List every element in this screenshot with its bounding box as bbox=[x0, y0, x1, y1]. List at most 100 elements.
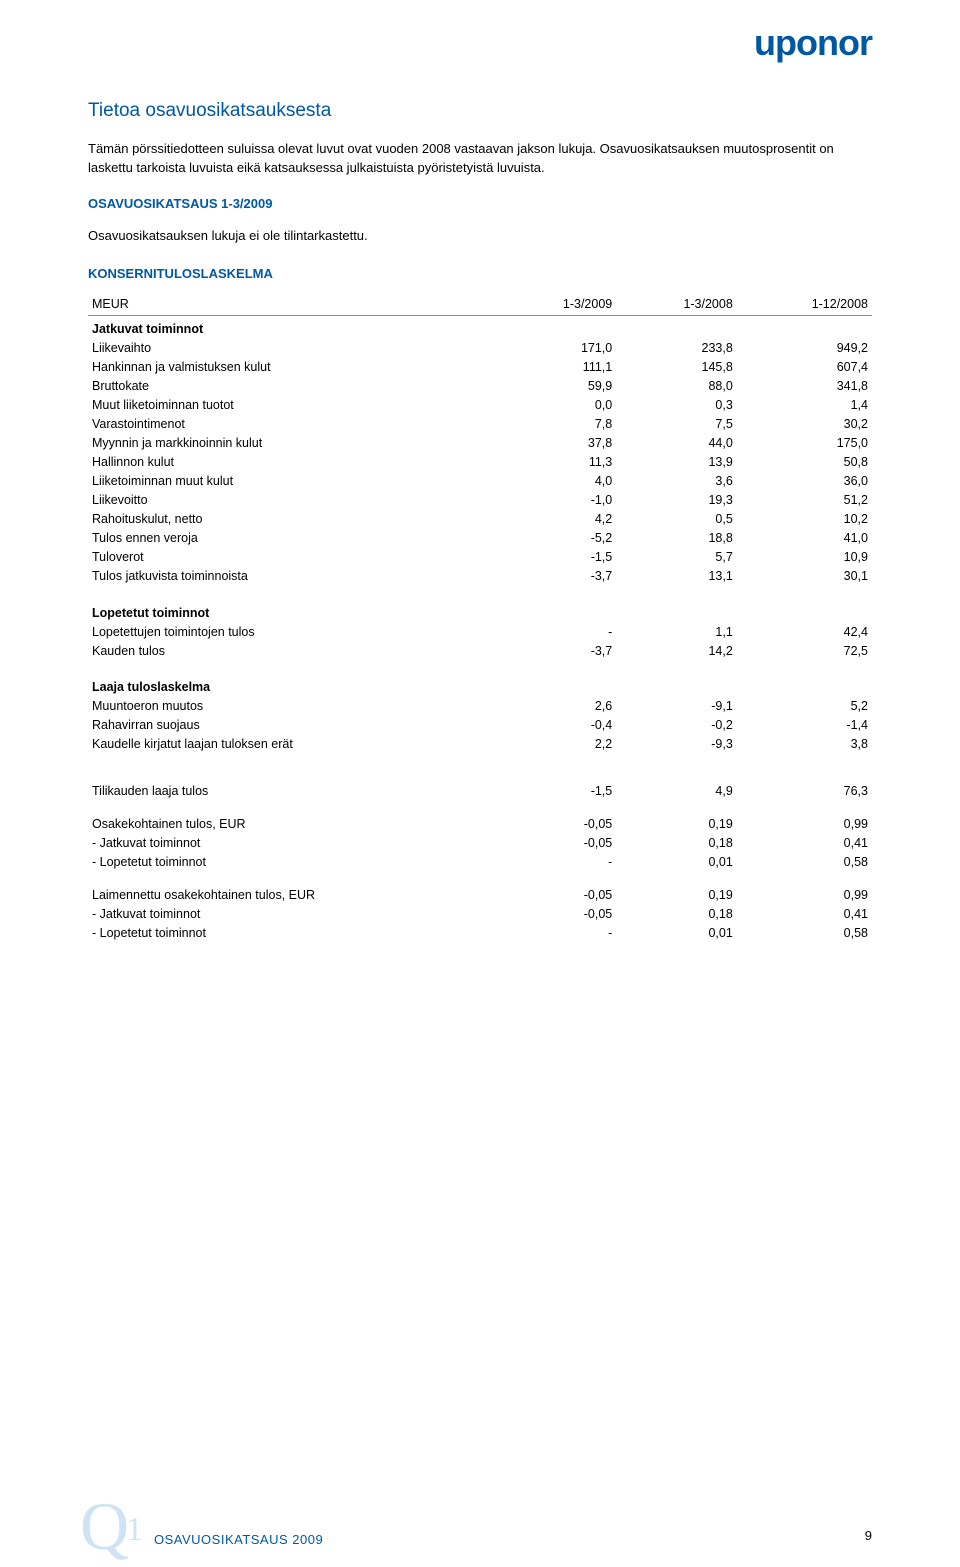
row-value: 76,3 bbox=[737, 782, 872, 801]
col-2: 1-3/2008 bbox=[616, 295, 737, 316]
row-value: 13,1 bbox=[616, 567, 737, 586]
row-value: 72,5 bbox=[737, 641, 872, 660]
row-value: 18,8 bbox=[616, 529, 737, 548]
row-value: 37,8 bbox=[496, 434, 617, 453]
table-section-title: Jatkuvat toiminnot bbox=[88, 316, 872, 339]
table-row: Rahoituskulut, netto4,20,510,2 bbox=[88, 510, 872, 529]
row-value: 42,4 bbox=[737, 622, 872, 641]
row-value: 50,8 bbox=[737, 453, 872, 472]
row-value: -0,05 bbox=[496, 886, 617, 905]
row-label: Hallinnon kulut bbox=[88, 453, 496, 472]
row-label: Tilikauden laaja tulos bbox=[88, 782, 496, 801]
table-row: Muuntoeron muutos2,6-9,15,2 bbox=[88, 697, 872, 716]
row-value: 7,8 bbox=[496, 415, 617, 434]
row-value: 175,0 bbox=[737, 434, 872, 453]
row-value: 0,3 bbox=[616, 396, 737, 415]
row-value: - bbox=[496, 924, 617, 943]
table-row: Lopetettujen toimintojen tulos-1,142,4 bbox=[88, 622, 872, 641]
row-value: 2,2 bbox=[496, 735, 617, 754]
row-label: Tuloverot bbox=[88, 548, 496, 567]
income-statement-table: MEUR 1-3/2009 1-3/2008 1-12/2008 Jatkuva… bbox=[88, 295, 872, 943]
row-value: 88,0 bbox=[616, 377, 737, 396]
table-spacer bbox=[88, 586, 872, 600]
table-spacer bbox=[88, 754, 872, 768]
row-value: 949,2 bbox=[737, 339, 872, 358]
table-spacer bbox=[88, 660, 872, 674]
table-row: Tilikauden laaja tulos-1,54,976,3 bbox=[88, 782, 872, 801]
osavuosi-heading: OSAVUOSIKATSAUS 1-3/2009 bbox=[88, 196, 872, 211]
table-row: Kaudelle kirjatut laajan tuloksen erät2,… bbox=[88, 735, 872, 754]
row-value: 0,0 bbox=[496, 396, 617, 415]
table-row: Varastointimenot7,87,530,2 bbox=[88, 415, 872, 434]
row-value: - bbox=[496, 622, 617, 641]
row-value: 7,5 bbox=[616, 415, 737, 434]
table-spacer bbox=[88, 768, 872, 782]
row-value: 1,1 bbox=[616, 622, 737, 641]
table-row: Hallinnon kulut11,313,950,8 bbox=[88, 453, 872, 472]
row-value: 2,6 bbox=[496, 697, 617, 716]
intro-paragraph: Tämän pörssitiedotteen suluissa olevat l… bbox=[88, 140, 872, 178]
footer-title: OSAVUOSIKATSAUS 2009 bbox=[154, 1532, 323, 1547]
table-row: Liikevoitto-1,019,351,2 bbox=[88, 491, 872, 510]
col-1: 1-3/2009 bbox=[496, 295, 617, 316]
section-title-cell: Jatkuvat toiminnot bbox=[88, 316, 872, 339]
table-row: Tulos jatkuvista toiminnoista-3,713,130,… bbox=[88, 567, 872, 586]
table-row: - Jatkuvat toiminnot-0,050,180,41 bbox=[88, 905, 872, 924]
row-value: 341,8 bbox=[737, 377, 872, 396]
q-letter-icon: Q bbox=[80, 1503, 129, 1551]
row-label: Bruttokate bbox=[88, 377, 496, 396]
row-label: Kaudelle kirjatut laajan tuloksen erät bbox=[88, 735, 496, 754]
table-row: Laimennettu osakekohtainen tulos, EUR-0,… bbox=[88, 886, 872, 905]
row-label: - Jatkuvat toiminnot bbox=[88, 905, 496, 924]
row-value: 4,2 bbox=[496, 510, 617, 529]
row-value: 0,58 bbox=[737, 853, 872, 872]
row-value: 51,2 bbox=[737, 491, 872, 510]
table-row: - Lopetetut toiminnot-0,010,58 bbox=[88, 924, 872, 943]
row-label: Tulos ennen veroja bbox=[88, 529, 496, 548]
row-value: 59,9 bbox=[496, 377, 617, 396]
row-value: -3,7 bbox=[496, 567, 617, 586]
row-value: 0,99 bbox=[737, 886, 872, 905]
page-footer: Q 1 OSAVUOSIKATSAUS 2009 9 bbox=[88, 1483, 872, 1543]
row-value: 0,41 bbox=[737, 905, 872, 924]
row-value: 36,0 bbox=[737, 472, 872, 491]
row-value: -1,5 bbox=[496, 548, 617, 567]
row-value: 145,8 bbox=[616, 358, 737, 377]
footer-left: Q 1 OSAVUOSIKATSAUS 2009 bbox=[88, 1483, 323, 1543]
section-title-cell: Laaja tuloslaskelma bbox=[88, 674, 872, 697]
row-value: 0,58 bbox=[737, 924, 872, 943]
table-spacer bbox=[88, 801, 872, 815]
row-value: 5,2 bbox=[737, 697, 872, 716]
row-label: - Lopetetut toiminnot bbox=[88, 853, 496, 872]
row-label: Varastointimenot bbox=[88, 415, 496, 434]
row-label: - Jatkuvat toiminnot bbox=[88, 834, 496, 853]
row-label: Osakekohtainen tulos, EUR bbox=[88, 815, 496, 834]
row-value: - bbox=[496, 853, 617, 872]
row-label: Kauden tulos bbox=[88, 641, 496, 660]
row-value: 4,0 bbox=[496, 472, 617, 491]
row-value: 0,01 bbox=[616, 924, 737, 943]
quarter-watermark: Q 1 bbox=[88, 1483, 148, 1543]
row-value: -9,1 bbox=[616, 697, 737, 716]
row-value: 0,01 bbox=[616, 853, 737, 872]
row-value: 10,2 bbox=[737, 510, 872, 529]
page: uponor Tietoa osavuosikatsauksesta Tämän… bbox=[0, 0, 960, 1567]
row-value: -9,3 bbox=[616, 735, 737, 754]
row-value: 233,8 bbox=[616, 339, 737, 358]
page-number: 9 bbox=[865, 1528, 872, 1543]
col-label: MEUR bbox=[88, 295, 496, 316]
row-value: 0,19 bbox=[616, 886, 737, 905]
table-section-title: Lopetetut toiminnot bbox=[88, 600, 872, 623]
row-label: Myynnin ja markkinoinnin kulut bbox=[88, 434, 496, 453]
table-row: Hankinnan ja valmistuksen kulut111,1145,… bbox=[88, 358, 872, 377]
row-value: -1,5 bbox=[496, 782, 617, 801]
row-value: 0,99 bbox=[737, 815, 872, 834]
row-value: -1,4 bbox=[737, 716, 872, 735]
row-value: 3,8 bbox=[737, 735, 872, 754]
osavuosi-note: Osavuosikatsauksen lukuja ei ole tilinta… bbox=[88, 227, 872, 246]
row-label: Rahoituskulut, netto bbox=[88, 510, 496, 529]
row-label: Tulos jatkuvista toiminnoista bbox=[88, 567, 496, 586]
table-spacer bbox=[88, 872, 872, 886]
row-value: -0,05 bbox=[496, 905, 617, 924]
table-row: Osakekohtainen tulos, EUR-0,050,190,99 bbox=[88, 815, 872, 834]
